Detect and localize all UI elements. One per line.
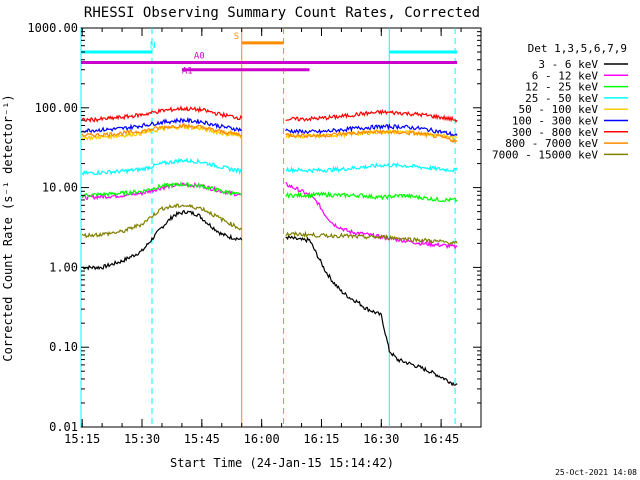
- legend-label-4: 50 - 100 keV: [519, 103, 599, 116]
- series-line-1-seg-1: [285, 181, 458, 250]
- flag-label-S: S: [234, 32, 239, 42]
- series-line-4-seg-0: [81, 123, 243, 142]
- series-line-5-seg-1: [285, 123, 458, 137]
- footer-timestamp: 25-Oct-2021 14:08: [555, 468, 637, 477]
- y-tick-label-0: 0.01: [49, 420, 78, 434]
- flag-label-N: N: [150, 41, 155, 51]
- legend-label-3: 25 - 50 keV: [525, 92, 598, 105]
- x-tick-label-1: 15:30: [124, 432, 160, 446]
- series-line-0-seg-1: [285, 234, 458, 387]
- series-line-7-seg-1: [285, 129, 458, 144]
- legend-label-0: 3 - 6 keV: [538, 58, 598, 71]
- legend-label-2: 12 - 25 keV: [525, 81, 598, 94]
- legend-label-6: 300 - 800 keV: [512, 126, 598, 139]
- y-tick-label-1: 0.10: [49, 340, 78, 354]
- series-line-5-seg-0: [82, 116, 243, 133]
- series-line-0-seg-0: [82, 209, 243, 271]
- x-tick-label-0: 15:15: [64, 432, 100, 446]
- series-line-6-seg-0: [81, 105, 243, 123]
- series-line-2-seg-1: [285, 191, 458, 203]
- legend-label-8: 7000 - 15000 keV: [492, 148, 598, 161]
- series-line-6-seg-1: [285, 108, 458, 123]
- flag-label-A1: A1: [182, 67, 193, 77]
- x-tick-label-2: 15:45: [184, 432, 220, 446]
- legend-label-1: 6 - 12 keV: [532, 69, 599, 82]
- legend-label-7: 800 - 7000 keV: [505, 137, 598, 150]
- series-line-8-seg-0: [81, 203, 243, 239]
- flag-label-A0: A0: [194, 51, 205, 61]
- legend-title: Det 1,3,5,6,7,9: [528, 42, 627, 55]
- chart-title: RHESSI Observing Summary Count Rates, Co…: [84, 5, 480, 21]
- x-tick-label-5: 16:30: [363, 432, 399, 446]
- x-tick-label-6: 16:45: [423, 432, 459, 446]
- y-tick-label-2: 1.00: [49, 260, 78, 274]
- y-tick-label-5: 1000.00: [27, 21, 78, 35]
- series-line-7-seg-0: [81, 123, 243, 138]
- x-tick-label-3: 16:00: [244, 432, 280, 446]
- y-axis-label: Corrected Count Rate (s⁻¹ detector⁻¹): [1, 94, 15, 361]
- series-line-1-seg-0: [81, 181, 243, 201]
- legend-label-5: 100 - 300 keV: [512, 115, 598, 128]
- y-tick-label-3: 10.00: [42, 181, 78, 195]
- x-axis-label: Start Time (24-Jan-15 15:14:42): [170, 456, 394, 470]
- series-line-2-seg-0: [81, 181, 243, 198]
- series-line-3-seg-0: [81, 157, 243, 177]
- series-line-8-seg-1: [285, 230, 458, 246]
- series-line-3-seg-1: [285, 162, 458, 174]
- y-tick-label-4: 100.00: [35, 101, 78, 115]
- x-tick-label-4: 16:15: [303, 432, 339, 446]
